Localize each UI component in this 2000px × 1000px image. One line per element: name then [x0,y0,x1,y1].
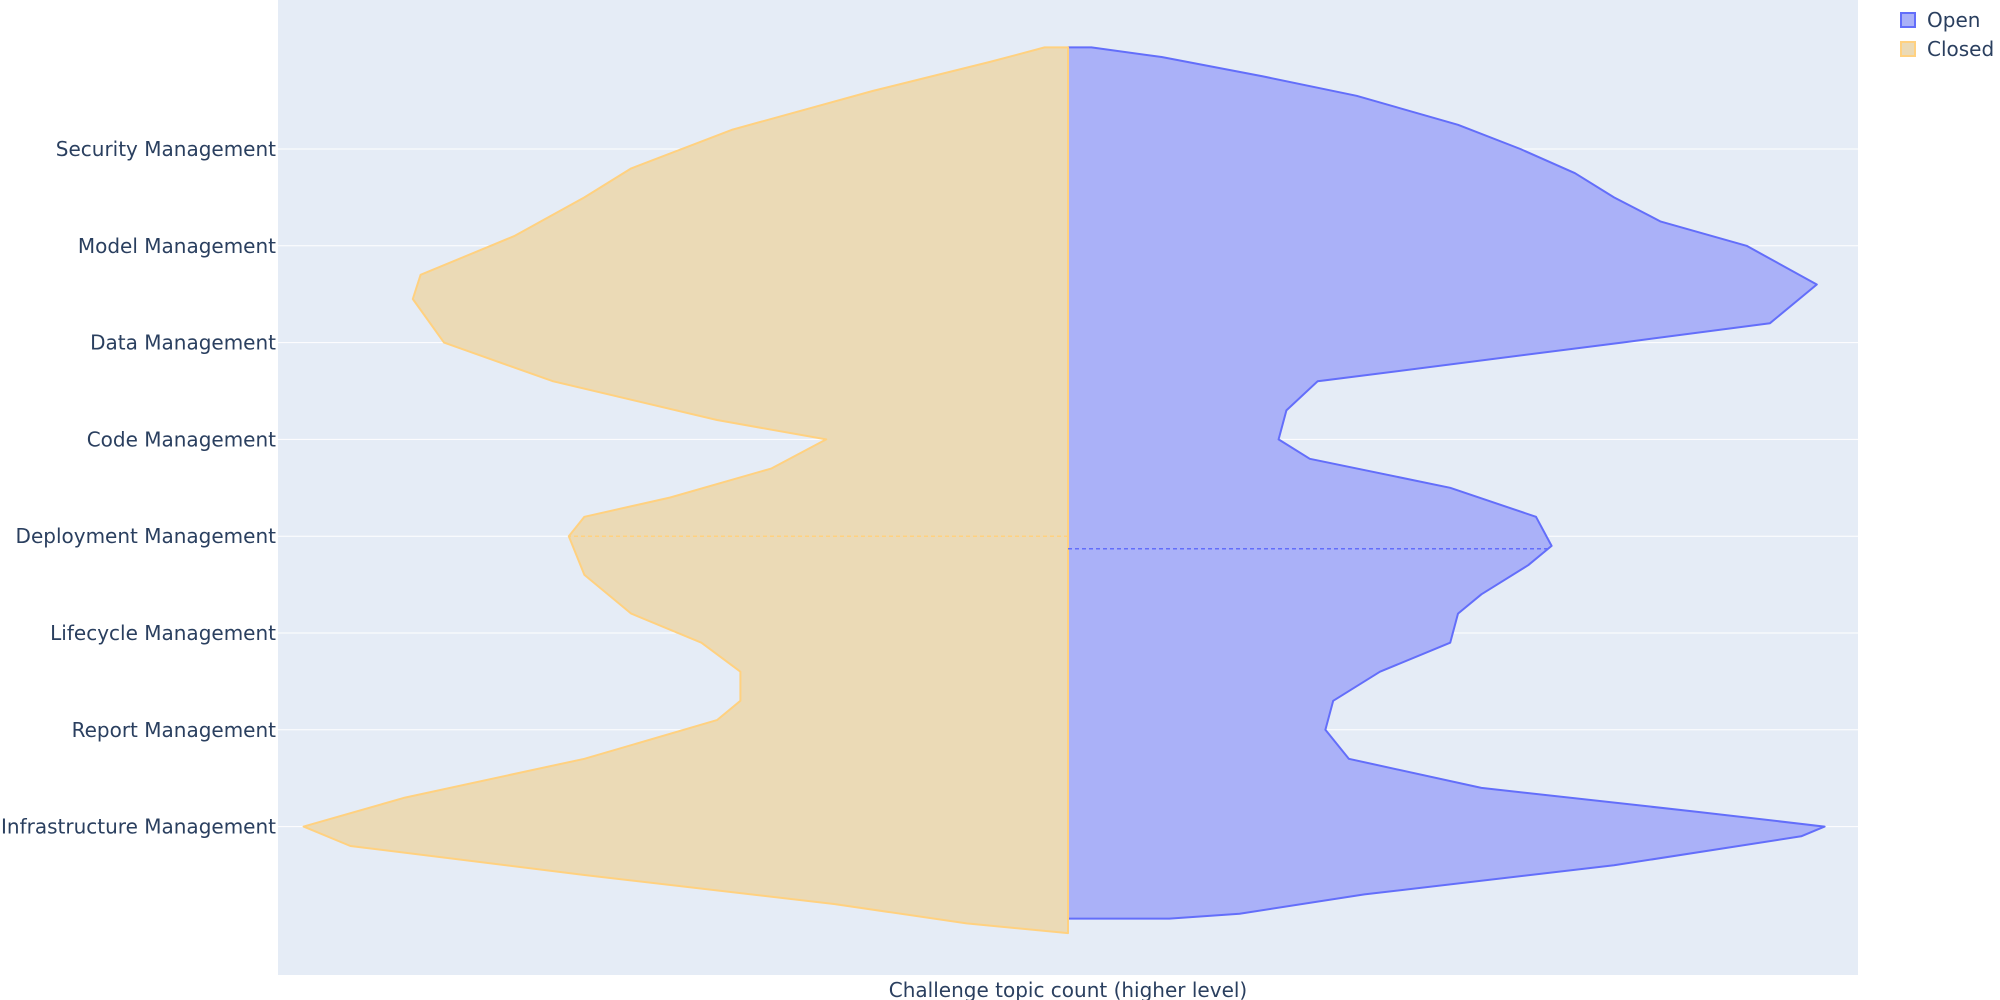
y-tick-label: Infrastructure Management [1,815,276,839]
y-tick-label: Data Management [90,331,276,355]
y-tick-label: Code Management [87,427,276,451]
y-tick-label: Lifecycle Management [50,621,276,645]
legend-label-closed[interactable]: Closed [1927,37,1994,61]
legend-swatch-closed[interactable] [1900,41,1916,57]
legend[interactable]: Open Closed [1900,8,1994,61]
y-tick-label: Model Management [78,234,276,258]
y-tick-labels: Security Management Model Management Data … [1,137,276,839]
x-axis-label: Challenge topic count (higher level) [889,978,1247,1000]
violin-open [1067,46,1826,920]
legend-swatch-open[interactable] [1900,12,1916,28]
y-tick-label: Report Management [72,718,277,742]
legend-label-open[interactable]: Open [1927,8,1980,32]
violin-closed [302,46,1069,935]
violins [302,46,1826,935]
y-tick-label: Deployment Management [16,524,277,548]
y-tick-label: Security Management [56,137,276,161]
